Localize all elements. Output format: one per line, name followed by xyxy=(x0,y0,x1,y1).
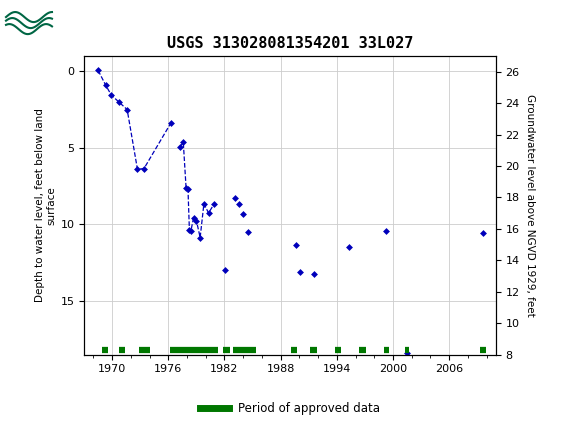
Text: USGS: USGS xyxy=(63,13,127,33)
Y-axis label: Groundwater level above NGVD 1929, feet: Groundwater level above NGVD 1929, feet xyxy=(525,94,535,317)
Bar xyxy=(4,3,56,42)
Legend: Period of approved data: Period of approved data xyxy=(195,397,385,420)
Y-axis label: Depth to water level, feet below land
surface: Depth to water level, feet below land su… xyxy=(35,108,56,302)
Title: USGS 313028081354201 33L027: USGS 313028081354201 33L027 xyxy=(167,36,413,51)
